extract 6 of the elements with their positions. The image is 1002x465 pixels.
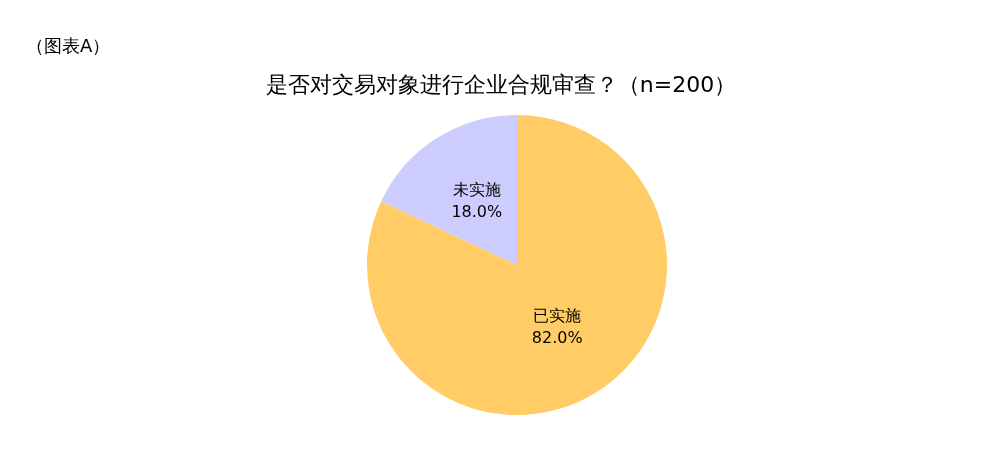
slice-label: 已实施 (533, 306, 582, 326)
text: （图表A） (26, 34, 111, 58)
data-label: 82.0% (531, 328, 583, 348)
slice-label: 未实施 (452, 179, 501, 199)
chart-title: 是否对交易对象进行企业合规审查？（n=200） (264, 71, 738, 99)
data-label: 18.0% (451, 201, 503, 221)
